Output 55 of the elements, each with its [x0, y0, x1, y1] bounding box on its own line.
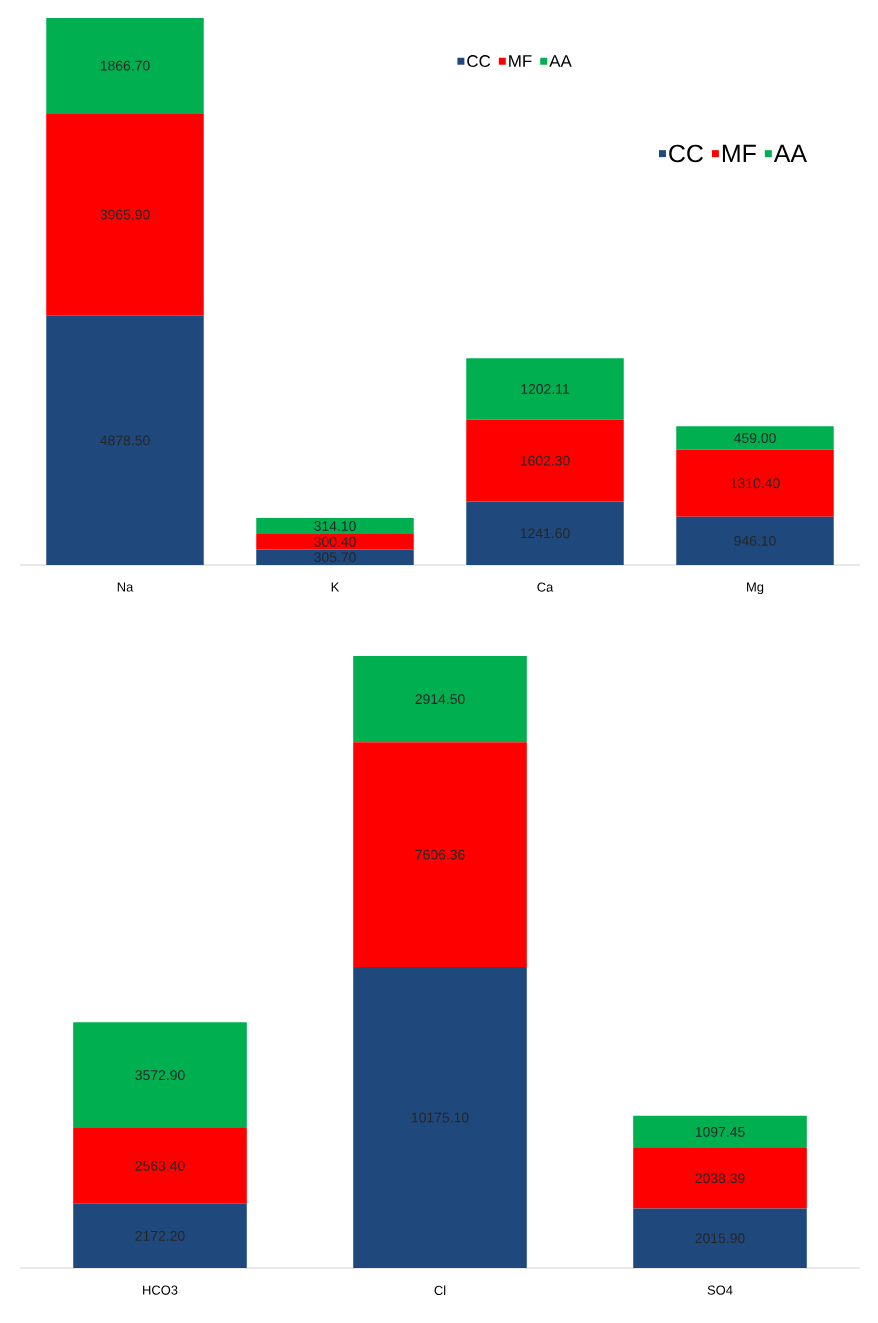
data-label: 300.40	[314, 536, 356, 547]
bar	[353, 967, 527, 1268]
bar	[46, 17, 204, 114]
data-label: 2914.50	[415, 694, 465, 705]
bar	[466, 419, 624, 502]
data-label: 946.10	[734, 535, 776, 546]
bar	[466, 501, 624, 565]
legend-label: MF	[509, 55, 532, 67]
bar	[353, 742, 527, 968]
data-label: 459.00	[733, 433, 776, 443]
legend-label: AA	[773, 144, 807, 162]
data-label: 2015.90	[695, 1233, 745, 1244]
legend-label: CC	[669, 144, 703, 163]
data-label: 3572.90	[135, 1070, 185, 1081]
data-label: 305.70	[314, 552, 356, 563]
bar	[676, 516, 834, 565]
x-tick-label: SO4	[707, 1285, 733, 1295]
data-label: 1866.70	[100, 60, 150, 71]
data-label: 1097.45	[695, 1126, 745, 1137]
bar	[633, 1208, 807, 1268]
bar	[353, 655, 527, 743]
data-label: 3965.90	[100, 209, 150, 220]
bar	[633, 1115, 807, 1149]
bar	[73, 1203, 247, 1268]
legend-label: MF	[722, 144, 756, 162]
data-label: 7606.36	[415, 849, 465, 860]
bar	[256, 534, 414, 550]
bar	[46, 315, 204, 565]
bar	[466, 358, 624, 420]
x-tick-label: Mg	[747, 582, 764, 595]
x-tick-label: K	[331, 582, 340, 592]
x-tick-label: Cl	[434, 1285, 446, 1296]
bar	[676, 449, 834, 517]
bar	[73, 1127, 247, 1204]
bar	[633, 1148, 807, 1209]
data-label: 4878.50	[100, 435, 150, 446]
data-label: 314.10	[314, 521, 356, 531]
data-label: 1602.30	[520, 455, 570, 466]
bar	[73, 1022, 247, 1128]
legend-label: AA	[549, 55, 572, 67]
data-label: 2172.20	[135, 1230, 185, 1241]
data-label: 1241.60	[520, 528, 570, 539]
data-label: 1202.11	[521, 384, 570, 394]
bar	[256, 518, 414, 535]
x-tick-label: Ca	[537, 582, 554, 592]
bar	[676, 426, 834, 450]
bar	[256, 549, 414, 565]
bar	[46, 113, 204, 316]
data-label: 10175.10	[411, 1112, 469, 1123]
x-tick-label: Na	[117, 582, 134, 592]
data-label: 2563.40	[135, 1160, 185, 1171]
data-label: 2038.39	[695, 1173, 745, 1184]
legend-label: CC	[467, 55, 491, 68]
data-label: 1310.40	[730, 478, 780, 489]
x-tick-label: HCO3	[143, 1285, 178, 1295]
